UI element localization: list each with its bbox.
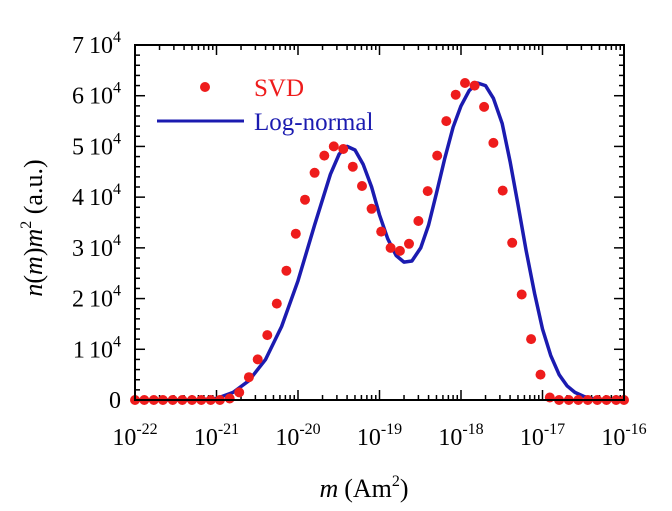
svd-point: [516, 289, 527, 300]
plot-frame: [134, 44, 625, 401]
axis-ticks: [134, 44, 625, 401]
svd-series: [130, 78, 629, 405]
y-axis-label: n(m)m2 (a.u.): [18, 159, 48, 296]
svd-point: [469, 80, 480, 91]
y-tick-label: 7 104: [72, 29, 121, 59]
svd-point: [535, 369, 546, 380]
svd-point: [252, 354, 263, 365]
y-tick-labels: 0 1 104 2 104 3 104 4 104 5 104 6 104 7 104: [72, 29, 121, 414]
y-tick-label: 6 104: [72, 80, 121, 110]
svd-point: [338, 144, 349, 154]
svd-point: [262, 330, 273, 341]
svd-point: [422, 186, 433, 197]
svd-point: [385, 242, 396, 253]
svd-point: [300, 194, 310, 205]
legend-label-log-normal: Log-normal: [254, 109, 373, 136]
svd-point: [328, 141, 339, 152]
svd-point: [460, 78, 470, 88]
x-tick-label: 10-21: [194, 421, 239, 451]
y-tick-label: 1 104: [73, 333, 121, 363]
svd-point: [488, 137, 499, 148]
log-normal-series: [133, 81, 626, 402]
x-tick-label: 10-20: [275, 421, 320, 451]
y-tick-label: 4 104: [72, 181, 121, 211]
x-tick-label: 10-19: [357, 421, 402, 451]
svd-point: [507, 237, 518, 248]
x-tick-label: 10-16: [601, 421, 646, 451]
y-tick-label: 3 104: [72, 232, 121, 262]
legend-marker-svd: [200, 82, 210, 92]
svd-point: [243, 372, 254, 383]
svd-point: [234, 387, 245, 398]
svd-point: [319, 150, 330, 161]
legend: SVD Log-normal: [157, 75, 373, 136]
svd-point: [347, 161, 358, 172]
svd-point: [441, 116, 452, 127]
svd-point: [526, 334, 537, 345]
svd-point: [404, 238, 414, 249]
svd-point: [309, 167, 320, 178]
y-tick-label: 5 104: [72, 130, 121, 160]
svd-point: [479, 101, 490, 112]
y-tick-label: 0: [109, 388, 121, 414]
x-axis-label: m (Am2): [319, 473, 408, 503]
svd-point: [281, 265, 292, 276]
svd-point: [357, 181, 367, 191]
svd-point: [394, 245, 405, 256]
svd-point: [450, 89, 461, 100]
x-tick-label: 10-22: [112, 421, 157, 451]
svd-point: [376, 226, 387, 237]
svd-point: [224, 393, 235, 404]
svd-point: [497, 185, 508, 196]
svd-point: [290, 228, 301, 239]
log-normal-fit-line: [133, 81, 626, 402]
x-tick-label: 10-17: [520, 421, 565, 451]
x-tick-label: 10-18: [438, 421, 483, 451]
legend-label-svd: SVD: [254, 75, 304, 102]
y-tick-label: 2 104: [72, 283, 121, 313]
svd-point: [432, 150, 443, 161]
svd-point: [366, 203, 377, 214]
svd-point: [271, 298, 282, 309]
x-tick-labels: 10-22 10-21 10-20 10-19 10-18 10-17 10-16: [112, 421, 646, 451]
svd-point: [413, 216, 424, 226]
